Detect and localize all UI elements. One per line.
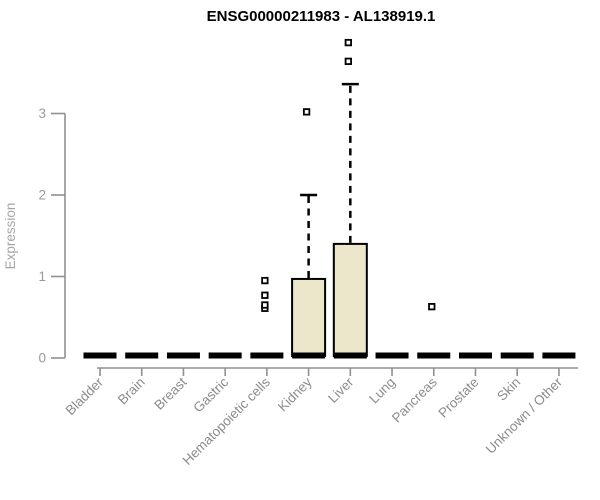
category-label: Unknown / Other xyxy=(483,374,566,457)
category-label: Prostate xyxy=(435,375,481,421)
category-label: Bladder xyxy=(63,374,107,418)
category-label: Gastric xyxy=(190,374,231,415)
box xyxy=(291,277,327,358)
outlier-point xyxy=(261,291,269,299)
median-line xyxy=(83,352,117,359)
median-line xyxy=(375,352,409,359)
median-line xyxy=(333,352,367,359)
y-axis-label: Expression xyxy=(3,203,18,270)
category-label: Brain xyxy=(115,375,148,408)
category-label: Kidney xyxy=(275,374,315,414)
category-label: Lung xyxy=(366,375,398,407)
box xyxy=(332,242,368,357)
outlier-point xyxy=(344,38,352,47)
category-label: Liver xyxy=(325,374,357,406)
category-label: Pancreas xyxy=(389,374,440,425)
median-line xyxy=(166,352,200,359)
category-label: Skin xyxy=(494,375,523,404)
median-line xyxy=(125,352,159,359)
median-line xyxy=(542,352,576,359)
median-line xyxy=(417,352,451,359)
median-line xyxy=(292,352,326,359)
outlier-point xyxy=(261,301,269,309)
median-line xyxy=(458,352,492,359)
y-tick-label: 2 xyxy=(38,188,46,203)
y-tick-label: 1 xyxy=(38,269,46,284)
outlier-point xyxy=(428,303,436,311)
median-line xyxy=(250,352,284,359)
median-line xyxy=(208,352,242,359)
y-tick-label: 0 xyxy=(38,351,46,366)
y-tick-label: 3 xyxy=(38,106,46,121)
chart-title: ENSG00000211983 - AL138919.1 xyxy=(207,8,436,25)
box-series xyxy=(83,38,576,359)
outlier-point xyxy=(261,276,269,285)
outlier-point xyxy=(344,57,352,65)
category-label: Breast xyxy=(151,374,189,412)
median-line xyxy=(500,352,534,359)
outlier-point xyxy=(302,108,311,116)
